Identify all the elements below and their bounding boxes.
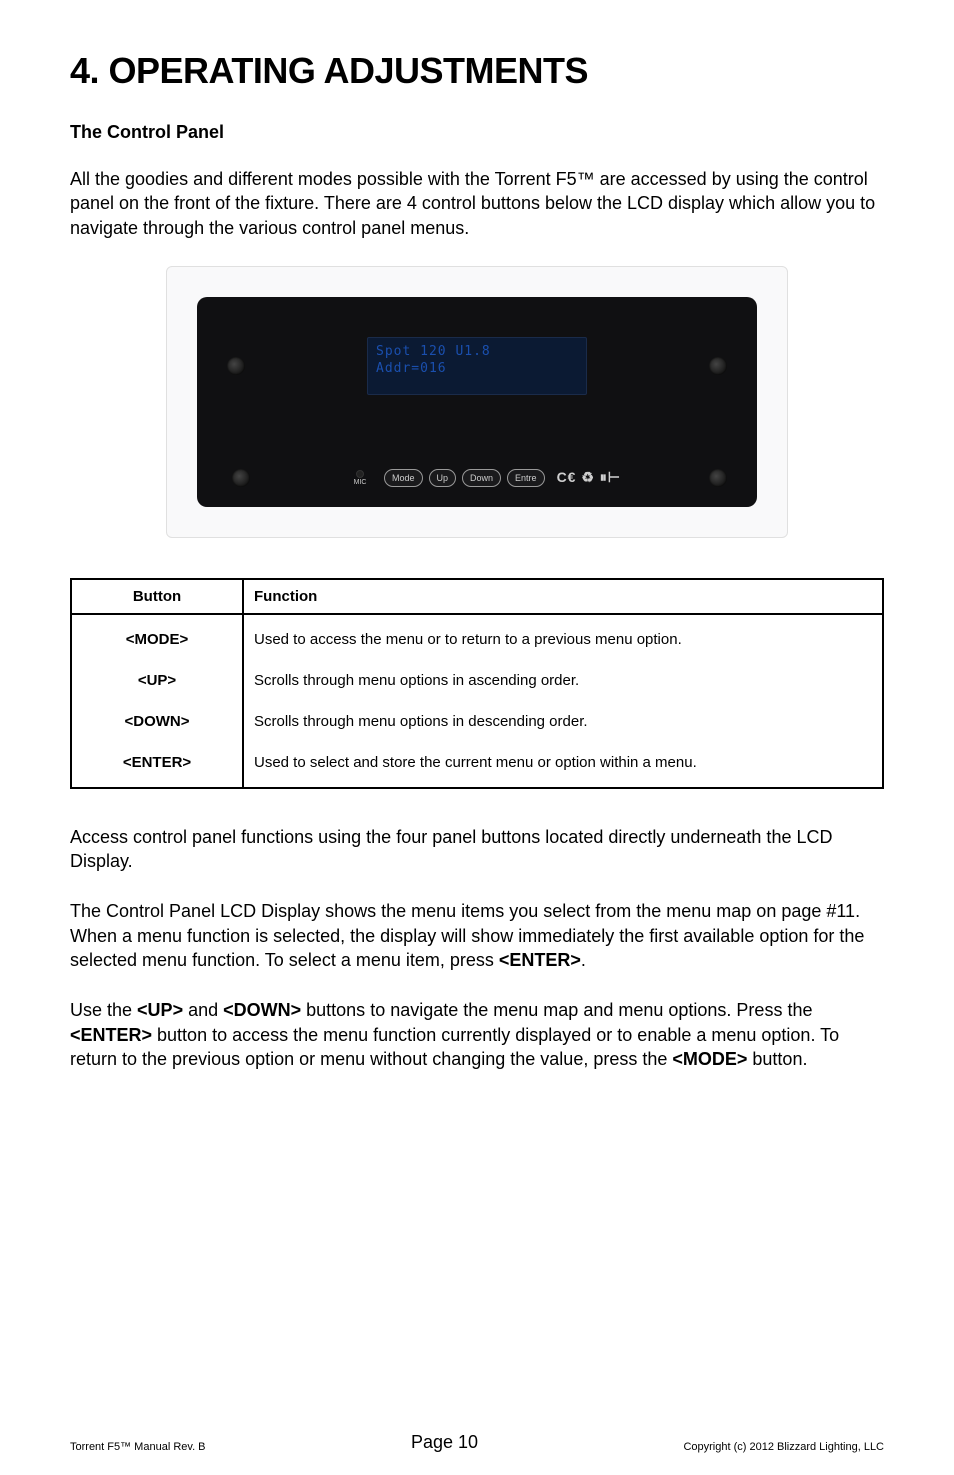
- compliance-symbols-icon: C€ ♻ ⏸⊢: [557, 469, 621, 486]
- text-run: .: [581, 950, 586, 970]
- table-cell-button: <ENTER>: [71, 742, 243, 788]
- text-run: Use the: [70, 1000, 137, 1020]
- table-header-row: Button Function: [71, 579, 883, 614]
- table-cell-button: <DOWN>: [71, 701, 243, 742]
- intro-paragraph: All the goodies and different modes poss…: [70, 167, 884, 240]
- table-row: <ENTER> Used to select and store the cur…: [71, 742, 883, 788]
- text-run: The Control Panel LCD Display shows the …: [70, 901, 864, 970]
- text-bold: <ENTER>: [499, 950, 581, 970]
- text-bold: <DOWN>: [223, 1000, 301, 1020]
- screw-icon: [709, 357, 727, 375]
- lcd-line: Spot 120 U1.8: [376, 344, 578, 361]
- table-row: <DOWN> Scrolls through menu options in d…: [71, 701, 883, 742]
- enter-button[interactable]: Entre: [507, 469, 545, 487]
- table-header-function: Function: [243, 579, 883, 614]
- text-run: and: [183, 1000, 223, 1020]
- screw-icon: [227, 357, 245, 375]
- screw-icon: [232, 469, 250, 487]
- down-button[interactable]: Down: [462, 469, 501, 487]
- lcd-line: Addr=016: [376, 361, 578, 378]
- paragraph-access: Access control panel functions using the…: [70, 825, 884, 874]
- control-panel-figure: Spot 120 U1.8 Addr=016 MIC Mode Up Down …: [166, 266, 788, 538]
- table-cell-function: Used to select and store the current men…: [243, 742, 883, 788]
- table-cell-function: Scrolls through menu options in ascendin…: [243, 660, 883, 701]
- section-heading: The Control Panel: [70, 122, 884, 143]
- lcd-display: Spot 120 U1.8 Addr=016: [367, 337, 587, 395]
- mic-dot-icon: [356, 470, 364, 478]
- table-cell-button: <MODE>: [71, 614, 243, 660]
- table-row: <UP> Scrolls through menu options in asc…: [71, 660, 883, 701]
- up-button[interactable]: Up: [429, 469, 457, 487]
- screw-icon: [709, 469, 727, 487]
- page-footer: Torrent F5™ Manual Rev. B Page 10 Copyri…: [70, 1432, 884, 1453]
- text-bold: <ENTER>: [70, 1025, 152, 1045]
- page-title: 4. OPERATING ADJUSTMENTS: [70, 50, 884, 92]
- control-panel-body: Spot 120 U1.8 Addr=016 MIC Mode Up Down …: [197, 297, 757, 507]
- table-cell-function: Scrolls through menu options in descendi…: [243, 701, 883, 742]
- button-row: MIC Mode Up Down Entre C€ ♻ ⏸⊢: [352, 469, 621, 487]
- footer-page-number: Page 10: [411, 1432, 478, 1453]
- table-header-button: Button: [71, 579, 243, 614]
- table-row: <MODE> Used to access the menu or to ret…: [71, 614, 883, 660]
- mode-button[interactable]: Mode: [384, 469, 423, 487]
- mic-icon: MIC: [352, 470, 368, 486]
- text-run: button.: [747, 1049, 807, 1069]
- button-function-table: Button Function <MODE> Used to access th…: [70, 578, 884, 789]
- table-cell-function: Used to access the menu or to return to …: [243, 614, 883, 660]
- paragraph-display: The Control Panel LCD Display shows the …: [70, 899, 884, 972]
- paragraph-navigation: Use the <UP> and <DOWN> buttons to navig…: [70, 998, 884, 1071]
- footer-left: Torrent F5™ Manual Rev. B: [70, 1441, 206, 1453]
- text-run: buttons to navigate the menu map and men…: [301, 1000, 812, 1020]
- text-bold: <UP>: [137, 1000, 183, 1020]
- page: 4. OPERATING ADJUSTMENTS The Control Pan…: [0, 0, 954, 1475]
- footer-copyright: Copyright (c) 2012 Blizzard Lighting, LL…: [683, 1441, 884, 1453]
- table-cell-button: <UP>: [71, 660, 243, 701]
- mic-label: MIC: [354, 479, 367, 486]
- text-bold: <MODE>: [672, 1049, 747, 1069]
